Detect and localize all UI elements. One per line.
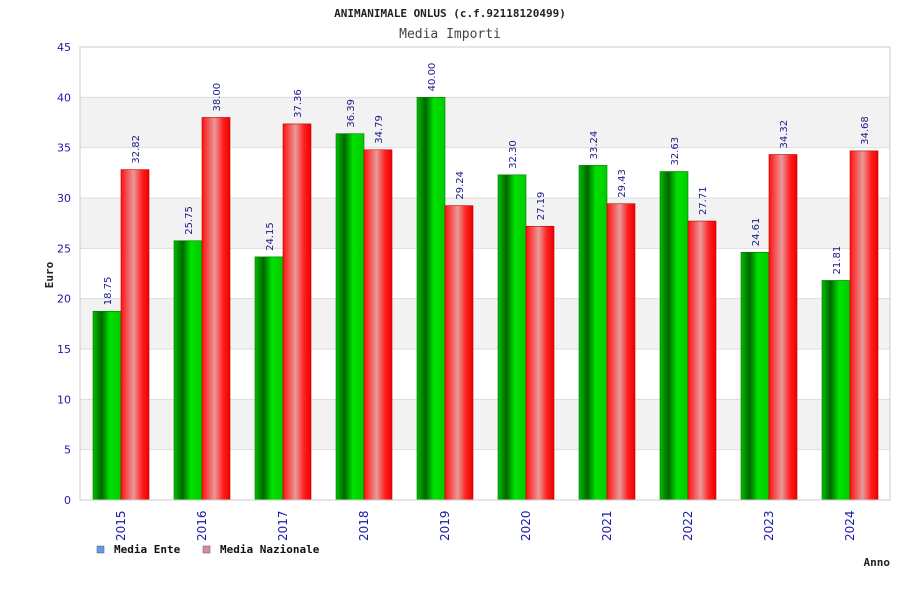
data-label-media-nazionale-2024: 34.68 [860,116,871,145]
bar-media-ente-2016 [173,240,203,501]
legend-item-media-nazionale[interactable]: Media Nazionale [202,543,320,556]
data-label-media-nazionale-2022: 27.71 [698,186,709,215]
data-label-media-nazionale-2020: 27.19 [536,192,547,221]
x-axis-ticks: 2015 2016 2017 2018 2019 2020 2021 2022 2023 2024 [114,510,857,541]
y-tick-label: 40 [57,91,71,104]
bar-media-nazionale-2022 [687,220,717,501]
bar-media-ente-2023 [740,251,770,501]
bar-media-ente-2022 [659,171,689,501]
y-tick-label: 5 [64,444,71,457]
bars [92,97,879,501]
grid-band [80,47,890,98]
data-label-media-nazionale-2023: 34.32 [779,120,790,149]
x-tick-label-2020: 2020 [519,510,533,541]
data-label-media-nazionale-2018: 34.79 [374,115,385,144]
data-label-media-nazionale-2015: 32.82 [131,135,142,164]
chart-subtitle: Media Importi [399,27,501,42]
legend-label-media-ente: Media Ente [114,543,181,556]
x-tick-label-2016: 2016 [195,510,209,541]
bar-media-ente-2018 [335,133,365,501]
bar-media-nazionale-2023 [768,154,798,501]
bar-media-ente-2020 [497,174,527,501]
bar-media-nazionale-2020 [525,225,555,501]
y-tick-label: 15 [57,343,71,356]
grid-band [80,147,890,198]
y-axis-label: Euro [43,261,56,288]
data-label-media-ente-2023: 24.61 [751,218,762,247]
data-label-media-ente-2015: 18.75 [103,277,114,306]
data-label-media-ente-2019: 40.00 [427,63,438,92]
legend-swatch-media-ente [96,545,105,554]
data-label-media-nazionale-2017: 37.36 [293,89,304,118]
x-tick-label-2017: 2017 [276,510,290,541]
legend-swatch-media-nazionale [202,545,211,554]
data-label-media-ente-2022: 32.63 [670,137,681,166]
x-tick-label-2024: 2024 [843,510,857,541]
y-tick-label: 35 [57,142,71,155]
bar-media-ente-2017 [254,256,284,501]
x-tick-label-2015: 2015 [114,510,128,541]
bar-media-ente-2015 [92,310,122,501]
bar-media-nazionale-2021 [606,203,636,501]
data-label-media-ente-2016: 25.75 [184,206,195,235]
data-label-media-nazionale-2021: 29.43 [617,169,628,198]
legend: Media Ente Media Nazionale [96,543,320,556]
y-tick-label: 25 [57,242,71,255]
y-tick-label: 30 [57,192,71,205]
y-tick-label: 0 [64,494,71,507]
bar-media-nazionale-2019 [444,205,474,501]
y-tick-label: 10 [57,393,71,406]
data-label-media-ente-2017: 24.15 [265,222,276,251]
y-tick-label: 20 [57,293,71,306]
y-axis-ticks: 0 5 10 15 20 25 30 35 40 45 [57,41,71,507]
data-label-media-ente-2018: 36.39 [346,99,357,128]
grid-band [80,97,890,148]
data-label-media-ente-2020: 32.30 [508,140,519,169]
x-tick-label-2022: 2022 [681,510,695,541]
bar-media-nazionale-2018 [363,149,393,501]
bar-media-nazionale-2015 [120,169,150,501]
bar-media-nazionale-2017 [282,123,312,501]
x-tick-label-2018: 2018 [357,510,371,541]
data-label-media-ente-2024: 21.81 [832,246,843,275]
bar-media-ente-2019 [416,97,446,501]
data-label-media-nazionale-2016: 38.00 [212,83,223,112]
legend-label-media-nazionale: Media Nazionale [220,543,320,556]
legend-item-media-ente[interactable]: Media Ente [96,543,181,556]
bar-media-nazionale-2024 [849,150,879,501]
bar-media-ente-2021 [578,165,608,501]
bar-media-ente-2024 [821,280,851,501]
y-tick-label: 45 [57,41,71,54]
data-label-media-ente-2021: 33.24 [589,131,600,160]
chart-title: ANIMANIMALE ONLUS (c.f.92118120499) [334,7,566,20]
x-tick-label-2021: 2021 [600,510,614,541]
x-tick-label-2023: 2023 [762,510,776,541]
data-labels: 18.75 32.82 25.75 38.00 24.15 37.36 36.39 34.79… [103,63,871,306]
x-tick-label-2019: 2019 [438,510,452,541]
x-axis-label: Anno [864,556,891,569]
bar-media-nazionale-2016 [201,117,231,501]
data-label-media-nazionale-2019: 29.24 [455,171,466,200]
plot-area-border [79,46,891,501]
